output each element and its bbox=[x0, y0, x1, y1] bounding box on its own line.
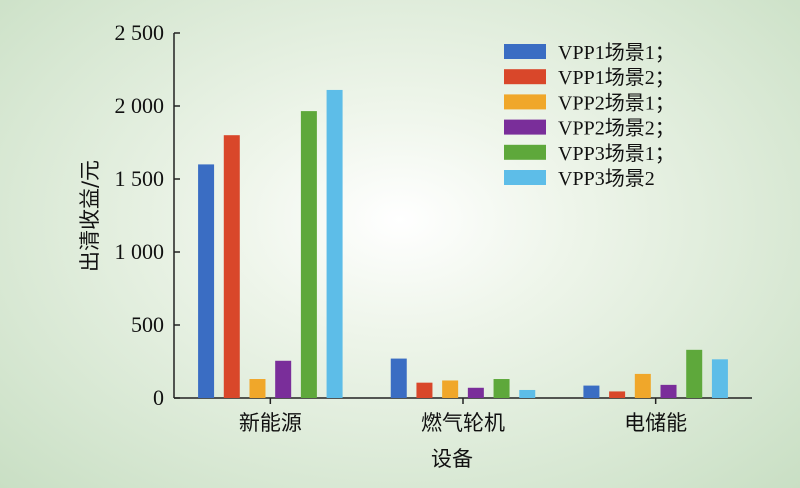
bar bbox=[519, 389, 536, 398]
y-tick-label: 2 500 bbox=[115, 20, 165, 45]
legend-label: VPP3场景1； bbox=[558, 142, 675, 165]
x-tick-label: 燃气轮机 bbox=[421, 411, 505, 435]
y-tick-label: 1 000 bbox=[115, 239, 165, 264]
legend-label: VPP1场景1； bbox=[558, 41, 675, 64]
bar bbox=[442, 380, 459, 398]
legend-swatch bbox=[504, 69, 546, 85]
bar bbox=[416, 382, 433, 398]
bar bbox=[711, 359, 728, 398]
bar bbox=[300, 111, 317, 399]
bar bbox=[609, 391, 626, 398]
axes bbox=[173, 32, 752, 404]
bar bbox=[223, 135, 240, 398]
legend-label: VPP2场景2； bbox=[558, 117, 675, 140]
bar bbox=[326, 89, 343, 398]
y-tick-label: 500 bbox=[131, 312, 164, 337]
legend-label: VPP1场景2； bbox=[558, 66, 675, 89]
bar bbox=[634, 373, 651, 398]
y-tick-label: 2 000 bbox=[115, 93, 165, 118]
legend-label: VPP2场景1； bbox=[558, 91, 675, 114]
x-tick-label: 新能源 bbox=[239, 411, 302, 435]
bar bbox=[583, 385, 600, 398]
legend-swatch bbox=[504, 144, 546, 160]
bar bbox=[660, 384, 677, 398]
x-tick-label: 电储能 bbox=[624, 411, 687, 435]
tick-labels: 0 500 1 000 1 500 2 000 2 500 新能源 燃气轮机 电储能 bbox=[115, 20, 688, 435]
bar bbox=[686, 349, 703, 398]
bar bbox=[390, 358, 407, 398]
bar bbox=[467, 387, 484, 398]
x-axis-title: 设备 bbox=[431, 447, 473, 471]
bars bbox=[198, 89, 728, 399]
legend-swatch bbox=[504, 119, 546, 135]
legend-swatch bbox=[504, 44, 546, 59]
bar bbox=[275, 360, 292, 398]
bar bbox=[249, 379, 266, 398]
bar bbox=[198, 164, 215, 398]
legend: VPP1场景1；VPP1场景2；VPP2场景1； VPP2场景2；VPP3场景1；… bbox=[504, 41, 675, 190]
legend-label: VPP3场景2 bbox=[558, 167, 655, 190]
bar bbox=[493, 379, 510, 398]
y-tick-label: 1 500 bbox=[115, 166, 165, 191]
legend-swatch bbox=[504, 94, 546, 110]
y-tick-label: 0 bbox=[153, 385, 164, 410]
legend-swatch bbox=[504, 170, 546, 185]
y-axis-title: 出清收益/元 bbox=[78, 160, 102, 272]
